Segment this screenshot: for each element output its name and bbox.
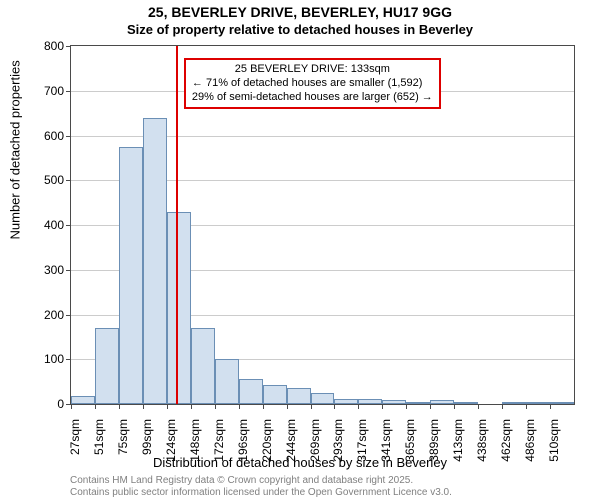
xtick-mark (358, 405, 359, 409)
xtick-mark (143, 405, 144, 409)
xtick-label: 124sqm (164, 419, 178, 479)
xtick-mark (71, 405, 72, 409)
xtick-mark (215, 405, 216, 409)
ytick-label: 400 (34, 218, 64, 232)
bar (287, 388, 311, 404)
xtick-label: 51sqm (92, 419, 106, 479)
xtick-mark (119, 405, 120, 409)
xtick-mark (406, 405, 407, 409)
attribution-line2: Contains public sector information licen… (70, 487, 452, 498)
bar (95, 328, 119, 404)
xtick-label: 438sqm (475, 419, 489, 479)
ytick-label: 500 (34, 173, 64, 187)
ytick-label: 600 (34, 129, 64, 143)
bar (263, 385, 287, 404)
xtick-mark (478, 405, 479, 409)
ytick-label: 700 (34, 84, 64, 98)
bar (167, 212, 191, 404)
ytick-mark (66, 359, 70, 360)
xtick-label: 389sqm (427, 419, 441, 479)
xtick-mark (191, 405, 192, 409)
xtick-mark (263, 405, 264, 409)
annotation-line1: ← 71% of detached houses are smaller (1,… (192, 77, 433, 91)
chart-title: 25, BEVERLEY DRIVE, BEVERLEY, HU17 9GG (0, 4, 600, 20)
xtick-label: 172sqm (212, 419, 226, 479)
bar (191, 328, 215, 404)
bar (215, 359, 239, 404)
xtick-label: 27sqm (68, 419, 82, 479)
xtick-mark (287, 405, 288, 409)
xtick-mark (95, 405, 96, 409)
y-axis-label: Number of detached properties (8, 226, 23, 240)
bar (502, 402, 526, 404)
reference-line (176, 46, 178, 404)
xtick-mark (430, 405, 431, 409)
xtick-label: 244sqm (284, 419, 298, 479)
xtick-label: 293sqm (331, 419, 345, 479)
ytick-mark (66, 270, 70, 271)
ytick-mark (66, 136, 70, 137)
xtick-label: 341sqm (379, 419, 393, 479)
bar (119, 147, 143, 404)
ytick-mark (66, 46, 70, 47)
xtick-label: 365sqm (403, 419, 417, 479)
plot-area: 25 BEVERLEY DRIVE: 133sqm← 71% of detach… (70, 45, 575, 405)
bar (430, 400, 454, 404)
xtick-mark (526, 405, 527, 409)
bar (358, 399, 382, 404)
xtick-mark (334, 405, 335, 409)
xtick-mark (502, 405, 503, 409)
bar (550, 402, 574, 404)
ytick-mark (66, 404, 70, 405)
bar (526, 402, 550, 404)
chart-subtitle: Size of property relative to detached ho… (0, 22, 600, 37)
bar (334, 399, 358, 404)
xtick-label: 269sqm (308, 419, 322, 479)
xtick-mark (239, 405, 240, 409)
xtick-label: 317sqm (355, 419, 369, 479)
xtick-label: 462sqm (499, 419, 513, 479)
ytick-label: 800 (34, 39, 64, 53)
xtick-mark (167, 405, 168, 409)
bar (406, 402, 430, 404)
ytick-mark (66, 225, 70, 226)
annotation-line2: 29% of semi-detached houses are larger (… (192, 91, 433, 105)
xtick-label: 148sqm (188, 419, 202, 479)
bar (143, 118, 167, 404)
ytick-mark (66, 180, 70, 181)
xtick-mark (382, 405, 383, 409)
xtick-mark (454, 405, 455, 409)
annotation-box: 25 BEVERLEY DRIVE: 133sqm← 71% of detach… (184, 58, 441, 109)
xtick-label: 75sqm (116, 419, 130, 479)
bar (382, 400, 406, 404)
xtick-label: 220sqm (260, 419, 274, 479)
ytick-label: 200 (34, 308, 64, 322)
ytick-label: 100 (34, 352, 64, 366)
ytick-label: 300 (34, 263, 64, 277)
xtick-label: 413sqm (451, 419, 465, 479)
annotation-header: 25 BEVERLEY DRIVE: 133sqm (192, 63, 433, 77)
bar (239, 379, 263, 404)
xtick-label: 196sqm (236, 419, 250, 479)
bar (454, 402, 478, 404)
ytick-mark (66, 91, 70, 92)
bar (71, 396, 95, 404)
ytick-mark (66, 315, 70, 316)
chart-container: 25, BEVERLEY DRIVE, BEVERLEY, HU17 9GG S… (0, 0, 600, 500)
bar (311, 393, 335, 404)
xtick-label: 510sqm (547, 419, 561, 479)
xtick-label: 486sqm (523, 419, 537, 479)
ytick-label: 0 (34, 397, 64, 411)
xtick-mark (550, 405, 551, 409)
xtick-label: 99sqm (140, 419, 154, 479)
xtick-mark (311, 405, 312, 409)
